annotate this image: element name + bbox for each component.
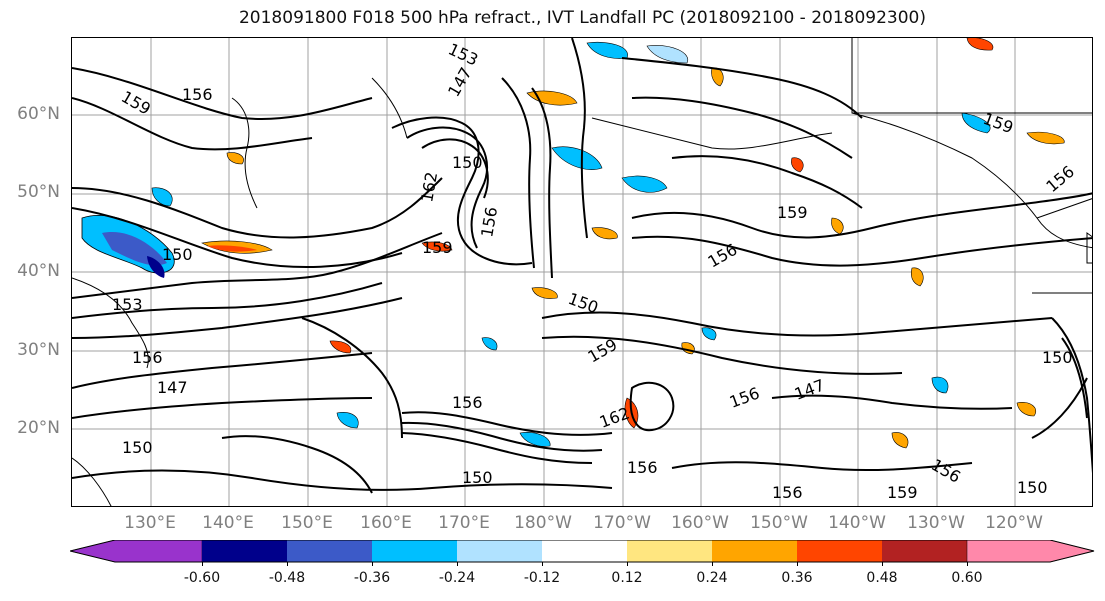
lon-label-150e: 150°E (281, 513, 333, 533)
lat-label-30n: 30°N (17, 340, 60, 360)
lon-label-180w: 180°W (514, 513, 572, 533)
map-title: 2018091800 F018 500 hPa refract., IVT La… (238, 8, 926, 28)
colorbar-swatch (882, 540, 967, 562)
colorbar-label: 0.48 (866, 570, 898, 586)
map-canvas: 159 156 153 150 147 162 156 159 150 156 … (72, 38, 1092, 506)
colorbar-label: -0.36 (353, 570, 391, 586)
contour-label: 159 (887, 483, 918, 502)
lon-label-130w: 130°W (907, 513, 965, 533)
colorbar-label: -0.48 (268, 570, 306, 586)
contour-label: 150 (462, 468, 493, 487)
lon-label-120w: 120°W (985, 513, 1043, 533)
contour-label: 156 (132, 348, 163, 367)
contour-label: 150 (162, 245, 193, 264)
height-contours (72, 38, 1092, 494)
lat-label-60n: 60°N (17, 104, 60, 124)
colorbar-label: 0.36 (781, 570, 813, 586)
colorbar-tick (712, 562, 713, 566)
lat-label-20n: 20°N (17, 418, 60, 438)
contour-label: 147 (157, 378, 188, 397)
colorbar-outline (70, 540, 1095, 563)
coastlines (72, 38, 1092, 506)
contour-label: 156 (772, 483, 803, 502)
colorbar-tick (372, 562, 373, 566)
colorbar-tick (627, 562, 628, 566)
contour-label: 156 (928, 455, 964, 487)
graticule (72, 38, 1092, 506)
contour-label: 153 (112, 295, 143, 314)
contour-label: 159 (118, 87, 154, 119)
contour-label: 162 (417, 170, 441, 203)
colorbar-swatch (372, 540, 457, 562)
map-panel: 159 156 153 150 147 162 156 159 150 156 … (71, 37, 1093, 507)
contour-label: 150 (1042, 348, 1073, 367)
colorbar-tick (287, 562, 288, 566)
contour-label: 156 (1042, 162, 1078, 196)
colorbar-swatch (712, 540, 797, 562)
lon-label-160w: 160°W (671, 513, 729, 533)
colorbar-tick (457, 562, 458, 566)
colorbar-label: 0.12 (611, 570, 643, 586)
contour-label: 156 (627, 458, 658, 477)
contour-label: 162 (597, 403, 632, 431)
contour-label: 150 (452, 153, 483, 172)
shaded-anomalies (81, 38, 1065, 449)
colorbar-tick (882, 562, 883, 566)
colorbar-tick (542, 562, 543, 566)
contour-label: 153 (445, 39, 481, 69)
contour-label: 159 (777, 203, 808, 222)
contour-label-group: 159 156 153 150 147 162 156 159 150 156 … (112, 39, 1078, 502)
colorbar-tick (202, 562, 203, 566)
contour-label: 159 (422, 238, 453, 257)
colorbar (70, 540, 1095, 563)
colorbar-swatch (202, 540, 287, 562)
contour-label: 156 (727, 383, 762, 411)
lon-label-140w: 140°W (828, 513, 886, 533)
colorbar-extend-low (70, 540, 203, 563)
colorbar-swatch (542, 540, 627, 562)
contour-label: 150 (1017, 478, 1048, 497)
lon-label-150w: 150°W (750, 513, 808, 533)
lon-label-140e: 140°E (202, 513, 254, 533)
lon-label-130e: 130°E (124, 513, 176, 533)
colorbar-label: 0.60 (951, 570, 983, 586)
lat-label-50n: 50°N (17, 182, 60, 202)
contour-label: 150 (122, 438, 153, 457)
colorbar-label: -0.12 (523, 570, 561, 586)
contour-label: 156 (452, 393, 483, 412)
lon-label-160e: 160°E (360, 513, 412, 533)
colorbar-extend-high (966, 540, 1095, 563)
contour-label: 156 (705, 240, 741, 272)
contour-label: 147 (792, 375, 827, 403)
lon-label-170w: 170°W (593, 513, 651, 533)
contour-label: 156 (477, 205, 501, 238)
contour-label: 147 (444, 64, 476, 100)
lon-label-170e: 170°E (438, 513, 490, 533)
colorbar-tick (967, 562, 968, 566)
colorbar-label: 0.24 (696, 570, 728, 586)
colorbar-swatch (457, 540, 542, 562)
colorbar-swatch (287, 540, 372, 562)
lat-label-40n: 40°N (17, 261, 60, 281)
colorbar-swatch (627, 540, 712, 562)
colorbar-swatch (797, 540, 882, 562)
contour-label: 156 (182, 85, 213, 104)
colorbar-label: -0.60 (183, 570, 221, 586)
colorbar-tick (797, 562, 798, 566)
colorbar-label: -0.24 (438, 570, 476, 586)
